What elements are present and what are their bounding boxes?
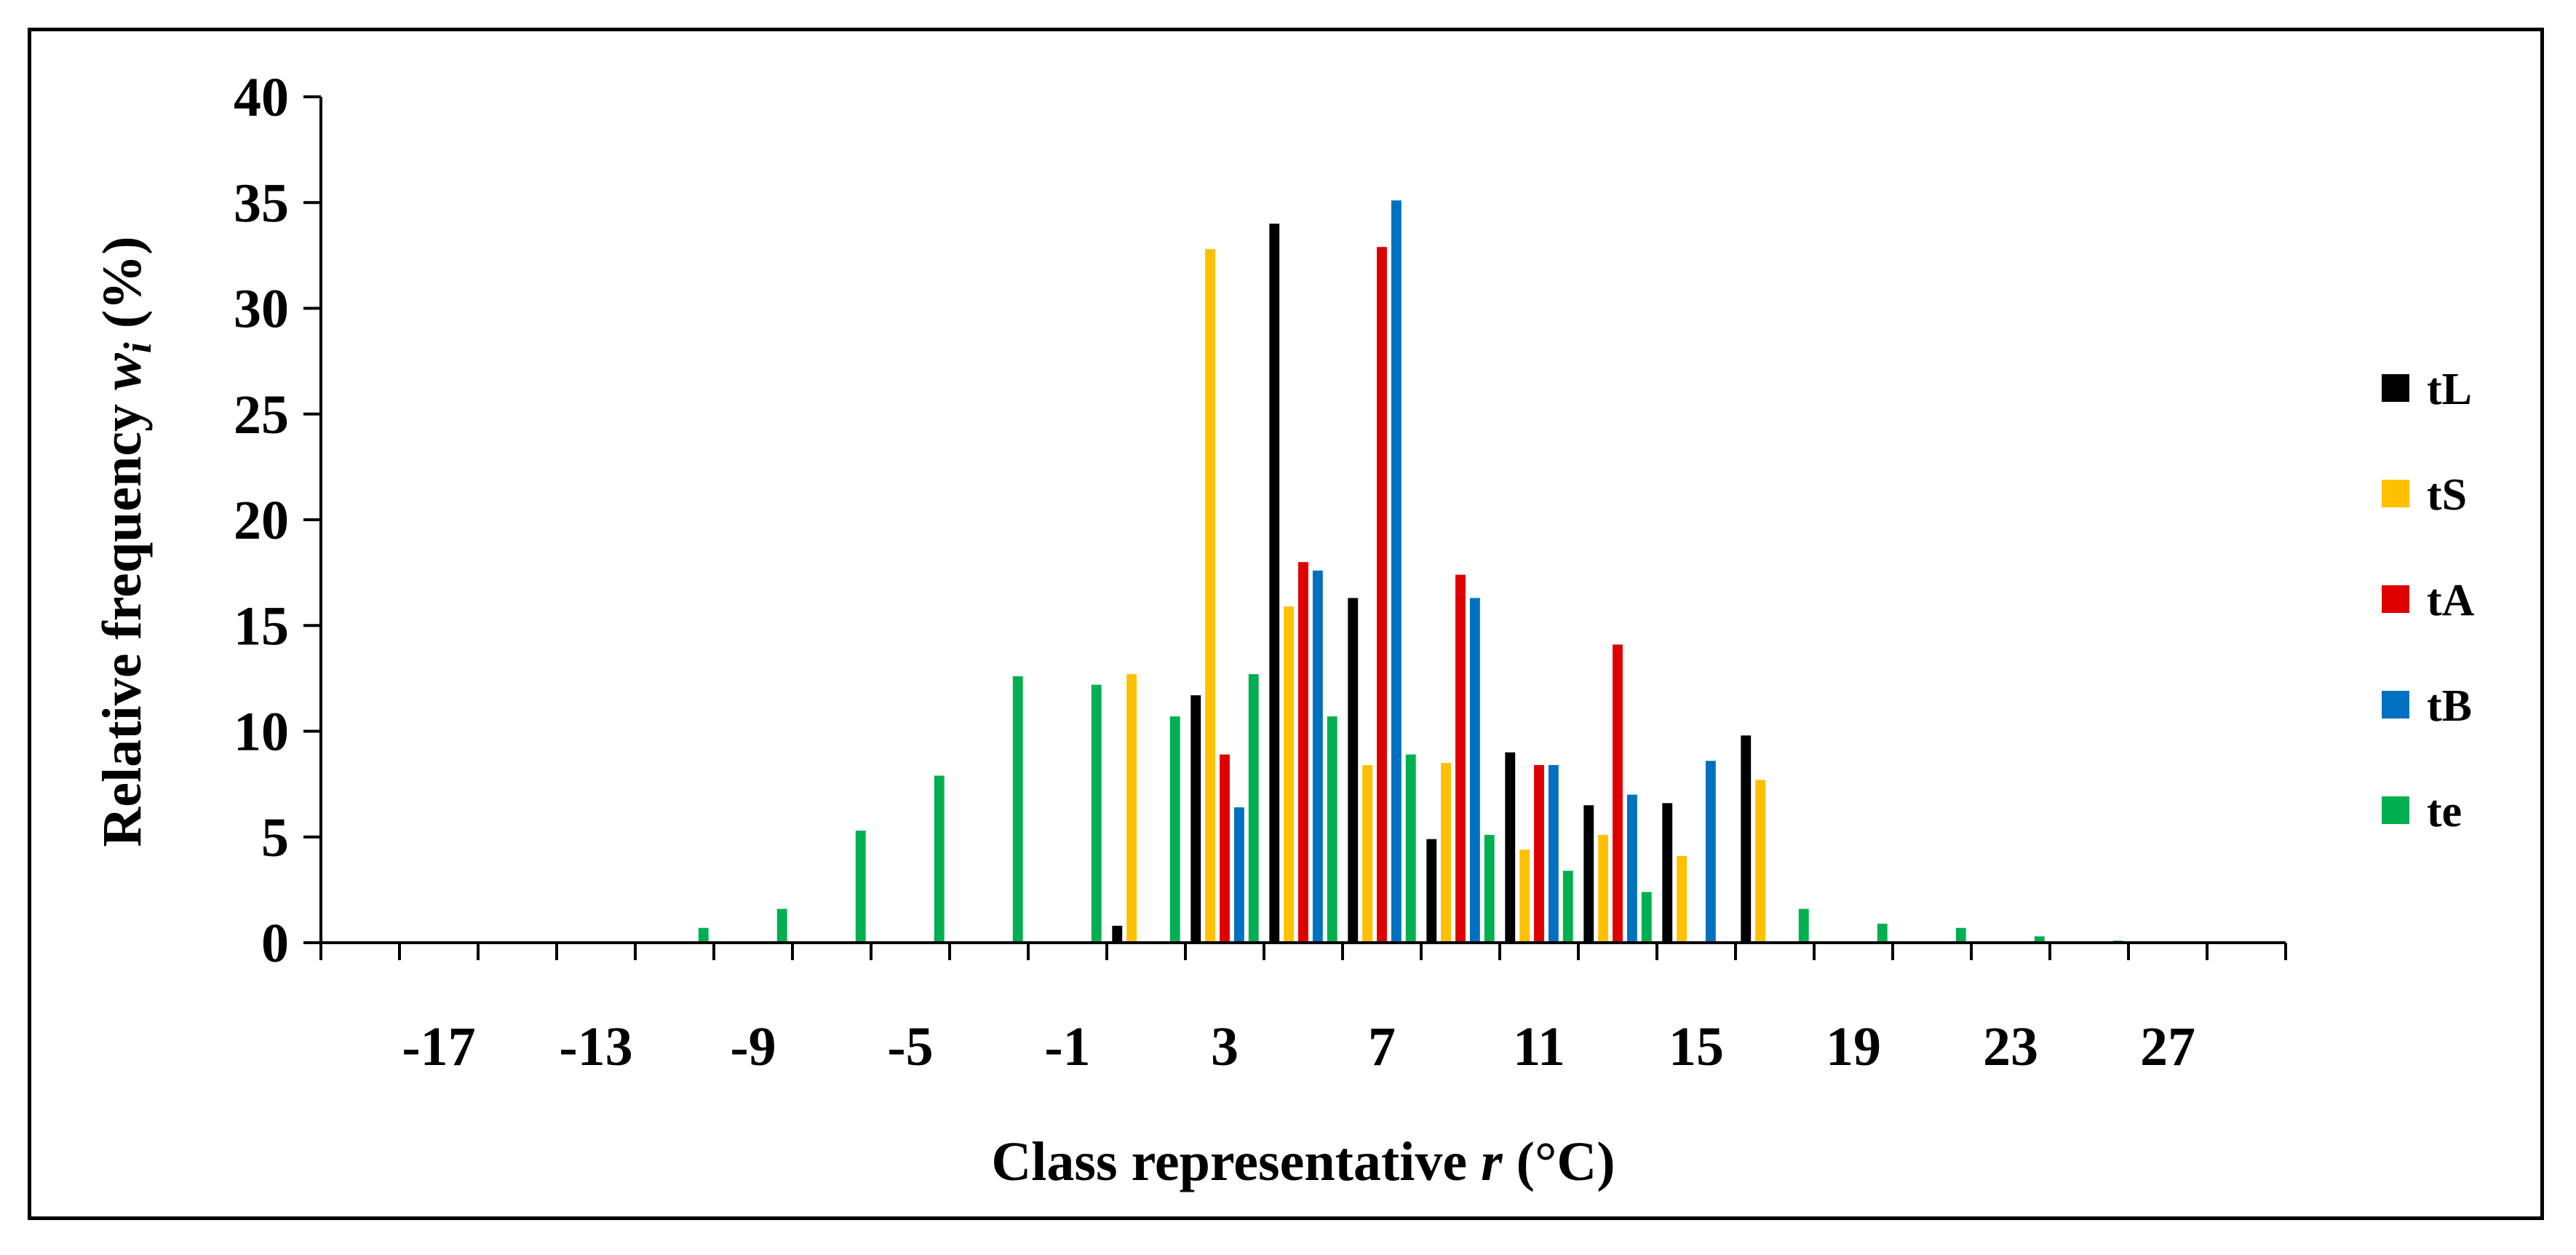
- bar-tL-17: [1741, 735, 1752, 943]
- x-tick-label: 3: [1211, 1016, 1239, 1077]
- bar-te--1: [1091, 684, 1102, 943]
- x-tick-label: -5: [887, 1016, 933, 1077]
- bar-tS-15: [1677, 855, 1687, 943]
- bar-te--11: [698, 927, 709, 943]
- legend-swatch-tL: [2382, 374, 2409, 402]
- x-tick-label: -13: [559, 1016, 632, 1077]
- x-tick-label: 23: [1983, 1016, 2038, 1077]
- x-tick-label: -9: [730, 1016, 776, 1077]
- bar-tS-3: [1205, 249, 1216, 943]
- bar-te-19: [1877, 923, 1888, 943]
- y-axis-title-variable: w: [92, 353, 153, 390]
- bar-tS-11: [1519, 850, 1530, 943]
- bar-tS-13: [1598, 834, 1609, 943]
- y-tick-label: 15: [234, 595, 289, 657]
- legend: tL tS tA tB te: [2382, 365, 2475, 836]
- legend-swatch-te: [2382, 796, 2409, 824]
- bar-te-3: [1248, 674, 1259, 943]
- bar-te--7: [855, 831, 866, 943]
- bar-tB-11: [1548, 764, 1559, 943]
- bar-tB-13: [1626, 794, 1637, 943]
- y-axis-title-prefix: Relative frequency: [92, 390, 153, 847]
- bar-te-11: [1562, 871, 1573, 943]
- legend-swatch-tA: [2382, 585, 2409, 613]
- bar-tA-9: [1455, 574, 1466, 943]
- bar-tS-7: [1362, 764, 1373, 943]
- y-tick-label: 10: [234, 702, 289, 763]
- x-tick-label: 19: [1826, 1016, 1881, 1077]
- x-axis-title: Class representative r (°C): [991, 1131, 1615, 1192]
- y-tick-label: 25: [234, 384, 289, 446]
- legend-swatch-tB: [2382, 691, 2409, 718]
- bar-te-13: [1641, 892, 1652, 943]
- legend-label-tB: tB: [2427, 681, 2472, 731]
- bar-tL-5: [1269, 223, 1280, 943]
- bar-te--5: [934, 775, 945, 943]
- bar-tL-3: [1190, 695, 1201, 943]
- bar-tL-11: [1505, 752, 1516, 943]
- legend-swatch-tS: [2382, 480, 2409, 507]
- bar-te-17: [1798, 908, 1809, 943]
- bar-tA-13: [1613, 644, 1623, 943]
- y-tick-label: 0: [261, 913, 289, 974]
- bar-tL-13: [1583, 805, 1594, 943]
- bar-tB-7: [1391, 200, 1402, 943]
- bar-tB-9: [1469, 598, 1480, 943]
- x-tick-label: 27: [2140, 1016, 2195, 1077]
- bar-te-21: [1955, 927, 1966, 943]
- y-axis-title: Relative frequency wi (%): [92, 237, 159, 847]
- bar-tS-5: [1284, 606, 1295, 943]
- x-tick-label: 7: [1368, 1016, 1396, 1077]
- bar-tS-9: [1441, 763, 1452, 943]
- bar-te-23: [2034, 936, 2045, 943]
- bar-tS-17: [1755, 780, 1766, 943]
- y-tick-label: 35: [234, 173, 289, 234]
- y-tick-label: 40: [234, 67, 289, 128]
- x-axis-title-variable: r: [1481, 1131, 1503, 1192]
- legend-label-te: te: [2427, 787, 2462, 836]
- bar-tA-7: [1377, 247, 1387, 943]
- y-axis-title-suffix: (%): [92, 237, 153, 343]
- bar-te-5: [1327, 716, 1337, 943]
- x-tick-label: -17: [402, 1016, 475, 1077]
- bar-te-7: [1405, 754, 1416, 943]
- bar-tL-7: [1348, 598, 1359, 943]
- y-tick-label: 30: [234, 279, 289, 340]
- bar-tB-5: [1312, 570, 1323, 943]
- x-tick-label: 11: [1513, 1016, 1565, 1077]
- bar-tL-9: [1426, 839, 1437, 943]
- x-tick-label: 15: [1669, 1016, 1724, 1077]
- bar-te-9: [1484, 834, 1495, 943]
- bar-tA-3: [1220, 754, 1230, 943]
- bar-tB-3: [1233, 807, 1244, 943]
- chart-frame: 0 5 10 15 20 25 30 35 40 -17 -13 -9 -5 -1 3 7 11 15 19 23 27…: [28, 28, 2544, 1220]
- bar-te--3: [1012, 676, 1023, 943]
- x-tick-label: -1: [1044, 1016, 1090, 1077]
- bar-tB-15: [1705, 761, 1716, 943]
- legend-label-tA: tA: [2427, 576, 2475, 625]
- bar-te-1: [1169, 716, 1180, 943]
- x-axis-title-suffix: (°C): [1503, 1131, 1615, 1192]
- bars-layer: [698, 200, 2123, 943]
- bar-tA-5: [1298, 562, 1308, 943]
- bar-te--9: [776, 908, 787, 943]
- legend-label-tS: tS: [2427, 470, 2467, 520]
- bar-tL-1: [1112, 925, 1123, 943]
- x-axis-title-prefix: Class representative: [991, 1131, 1481, 1192]
- bar-tS-1: [1126, 674, 1137, 943]
- legend-label-tL: tL: [2427, 365, 2472, 414]
- bar-tA-11: [1534, 764, 1544, 943]
- y-tick-label: 20: [234, 490, 289, 551]
- y-tick-label: 5: [261, 807, 289, 868]
- bar-tL-15: [1662, 803, 1673, 943]
- y-axis-title-subscript: i: [116, 342, 159, 353]
